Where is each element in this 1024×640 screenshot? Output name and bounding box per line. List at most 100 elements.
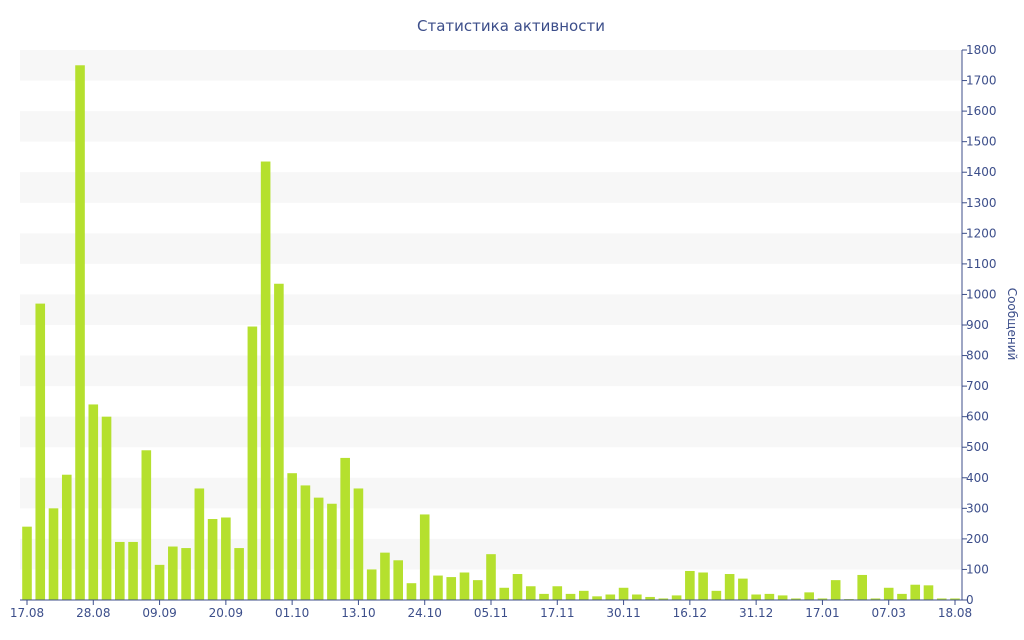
y-axis: 0 100 200 300 400 500 600 700 800 900 1000 1100 1200…	[962, 43, 997, 607]
bar	[380, 552, 390, 600]
bar	[671, 595, 682, 600]
bar	[565, 593, 576, 600]
bar	[433, 575, 443, 600]
bar	[22, 526, 32, 600]
bar	[499, 587, 510, 600]
bar	[950, 598, 960, 600]
bar	[141, 450, 152, 600]
x-tick-label: 13.10	[341, 606, 375, 620]
bar	[393, 560, 403, 600]
y-axis-title: Сообщений	[1005, 288, 1019, 361]
bar	[525, 586, 536, 600]
bar	[194, 488, 205, 600]
x-tick-label: 31.12	[739, 606, 773, 620]
bar	[207, 519, 218, 600]
x-tick-label: 17.01	[805, 606, 839, 620]
bar	[923, 585, 934, 600]
x-tick-label: 01.10	[275, 606, 309, 620]
x-tick-label: 20.09	[209, 606, 243, 620]
bar	[579, 590, 589, 600]
bar	[618, 587, 629, 600]
background-band	[20, 111, 962, 142]
background-band	[20, 477, 962, 509]
bar	[791, 598, 801, 600]
bar	[75, 65, 85, 601]
bar	[486, 554, 496, 600]
background-band	[20, 233, 962, 264]
bar	[274, 283, 284, 600]
bar	[632, 594, 642, 600]
bar	[645, 596, 655, 600]
bar	[724, 574, 735, 600]
bar	[685, 570, 695, 600]
x-tick-label: 05.11	[474, 606, 508, 620]
bar	[406, 583, 417, 600]
x-tick-label: 24.10	[408, 606, 442, 620]
bar	[552, 586, 563, 600]
x-tick-label: 17.08	[10, 606, 44, 620]
y-tick-label: 1500	[966, 135, 997, 149]
bar	[61, 474, 72, 600]
bar	[910, 584, 921, 600]
bars	[22, 65, 960, 601]
y-tick-label: 900	[966, 318, 989, 332]
x-tick-label: 07.03	[872, 606, 906, 620]
y-tick-label: 1100	[966, 257, 997, 271]
bar	[35, 303, 46, 600]
y-tick-label: 100	[966, 562, 989, 576]
chart-title: Статистика активности	[417, 17, 605, 35]
y-tick-label: 400	[966, 471, 989, 485]
bar	[777, 595, 788, 600]
bar	[168, 546, 178, 600]
bar	[605, 594, 616, 600]
bar	[711, 590, 722, 600]
bar	[260, 161, 271, 600]
bar	[751, 594, 761, 600]
bar	[539, 593, 549, 600]
y-tick-label: 1300	[966, 196, 997, 210]
bar	[830, 580, 841, 600]
background-band	[20, 294, 962, 325]
y-tick-label: 0	[966, 593, 974, 607]
bar	[154, 564, 165, 600]
bar	[804, 592, 814, 600]
bar	[738, 578, 748, 600]
x-tick-label: 17.11	[540, 606, 574, 620]
background-bands	[20, 50, 962, 570]
y-tick-label: 1600	[966, 104, 997, 118]
bar	[883, 587, 894, 600]
y-tick-label: 1000	[966, 287, 997, 301]
y-tick-label: 300	[966, 501, 989, 515]
y-tick-label: 1200	[966, 226, 997, 240]
bar	[658, 598, 669, 600]
bar	[313, 497, 324, 600]
bar	[181, 548, 191, 600]
bar	[366, 569, 377, 600]
bar	[698, 572, 708, 600]
bar	[817, 598, 828, 600]
bar	[115, 541, 125, 600]
x-tick-label: 09.09	[142, 606, 176, 620]
bar	[419, 514, 430, 600]
y-tick-label: 1400	[966, 165, 997, 179]
bar	[897, 593, 907, 600]
background-band	[20, 416, 962, 448]
bar	[936, 598, 947, 600]
bar	[128, 541, 138, 600]
bar	[234, 548, 244, 600]
background-band	[20, 355, 962, 387]
x-tick-label: 16.12	[673, 606, 707, 620]
bar	[340, 457, 350, 600]
bar	[300, 485, 311, 600]
y-tick-label: 700	[966, 379, 989, 393]
y-tick-label: 1700	[966, 74, 997, 88]
bar	[472, 580, 483, 600]
y-tick-label: 1800	[966, 43, 997, 57]
bar	[857, 574, 867, 600]
bar	[48, 508, 59, 600]
bar	[327, 503, 337, 600]
bar	[512, 574, 523, 600]
bar	[459, 572, 470, 600]
x-axis: 17.08 28.08 09.09 20.09 01.10 13.10 24.10 05.11…	[10, 600, 972, 620]
bar	[870, 598, 881, 600]
